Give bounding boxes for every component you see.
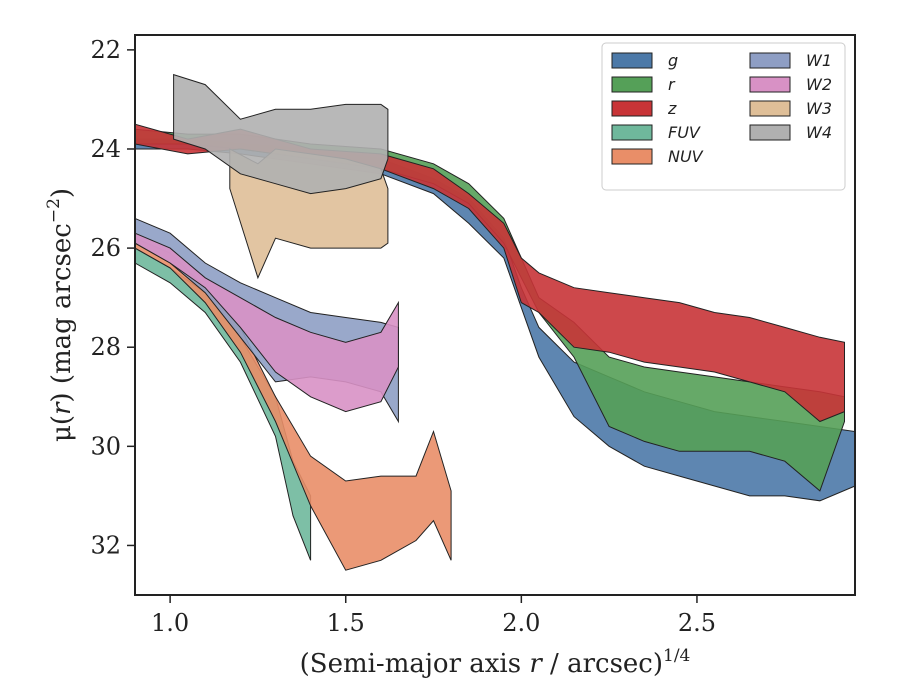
legend-label-g: g (668, 51, 678, 70)
x-tick-label: 1.5 (327, 609, 365, 637)
legend-swatch-fuv (611, 124, 653, 141)
y-axis-label: μ(r) (mag arcsec−2) (44, 188, 77, 442)
legend-swatch-nuv (611, 148, 653, 165)
legend-label-fuv: FUV (668, 123, 701, 142)
legend-swatch-w3 (749, 100, 791, 117)
series-band-w4 (173, 73, 389, 195)
y-tick-label: 30 (90, 432, 121, 460)
legend-label-z: z (667, 99, 677, 118)
series-band-z (134, 123, 845, 423)
series-band-w2 (134, 232, 399, 413)
legend-label-w2: W2 (806, 75, 832, 94)
y-axis-ticks: 22 24 26 28 30 32 (90, 36, 135, 559)
y-tick-label: 26 (90, 234, 121, 262)
x-axis-ticks: 1.0 1.5 2.0 2.5 (151, 595, 716, 637)
y-tick-label: 22 (90, 36, 121, 64)
x-axis-label: (Semi-major axis r / arcsec)1/4 (300, 646, 691, 679)
legend: grz FUV NUV W1 W2 W3 W4 (601, 42, 846, 191)
legend-label-w3: W3 (806, 99, 832, 118)
legend-swatch-w1 (749, 52, 791, 69)
legend-swatch-g (611, 52, 653, 69)
series-bands (134, 73, 856, 571)
x-tick-label: 2.0 (502, 609, 540, 637)
x-tick-label: 1.0 (151, 609, 189, 637)
y-tick-label: 24 (90, 135, 121, 163)
legend-swatch-w4 (749, 124, 791, 141)
legend-swatch-z (611, 100, 653, 117)
series-band-nuv (134, 237, 452, 571)
legend-label-w4: W4 (806, 123, 832, 142)
legend-label-w1: W1 (806, 51, 832, 70)
plot-frame (134, 34, 856, 596)
legend-swatch-r (611, 76, 653, 93)
legend-label-r: r (668, 75, 676, 94)
x-tick-label: 2.5 (678, 609, 716, 637)
legend-swatch-w2 (749, 76, 791, 93)
y-tick-label: 28 (90, 333, 121, 361)
y-tick-label: 32 (90, 531, 121, 559)
legend-label-nuv: NUV (668, 147, 704, 166)
